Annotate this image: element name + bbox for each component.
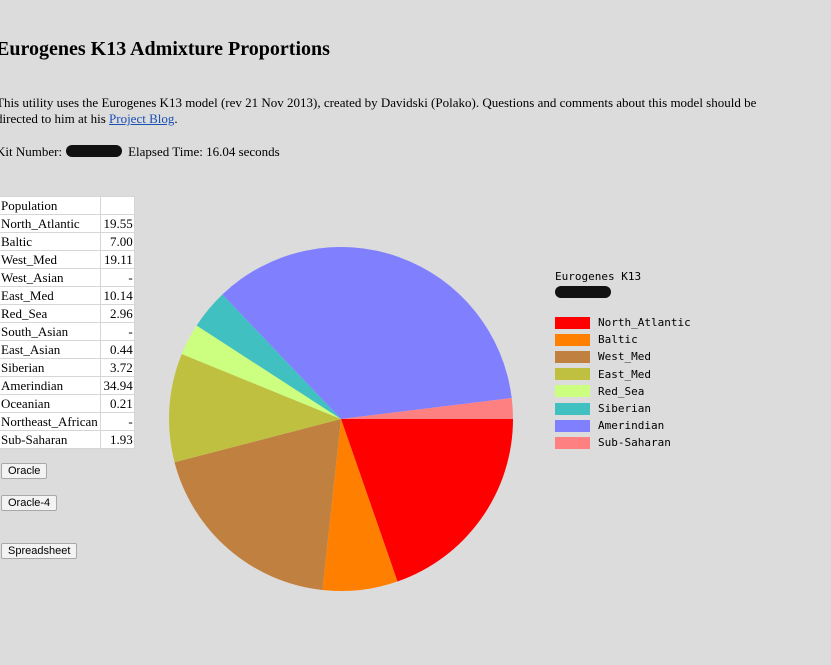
pie-slice-east-med	[169, 354, 341, 463]
legend-label: Amerindian	[598, 419, 665, 433]
pie-slice-west-med	[174, 419, 341, 590]
legend-swatch	[555, 333, 590, 346]
legend-swatch	[555, 316, 590, 329]
table-header-row: Population	[0, 196, 135, 215]
population-value: 10.14	[99, 286, 135, 305]
legend-label: East_Med	[598, 367, 651, 381]
population-name: Red_Sea	[0, 304, 101, 323]
table-row: Amerindian 34.94	[0, 376, 135, 395]
legend-label: North_Atlantic	[598, 316, 691, 330]
chart-title: Eurogenes K13	[555, 270, 642, 283]
legend-item: Sub-Saharan	[555, 434, 691, 451]
pie-slice-red-sea	[181, 325, 341, 419]
legend-items: North_Atlantic Baltic West_Med East_Med Red_…	[555, 314, 691, 452]
legend-label: Red_Sea	[598, 384, 645, 398]
oracle4-button[interactable]: Oracle-4	[1, 495, 58, 511]
table-row: Red_Sea 2.96	[0, 304, 135, 323]
population-value: 34.94	[99, 376, 135, 395]
legend-swatch	[555, 385, 590, 398]
legend-label: Sub-Saharan	[598, 436, 671, 450]
legend-label: Baltic	[598, 333, 638, 347]
table-row: Oceanian 0.21	[0, 394, 135, 413]
intro-end: .	[174, 111, 178, 126]
intro-text: This utility uses the Eurogenes K13 mode…	[0, 95, 757, 126]
population-value: 1.93	[99, 430, 135, 449]
table-row: Siberian 3.72	[0, 358, 135, 377]
population-value: 19.11	[99, 250, 135, 269]
population-name: Sub-Saharan	[0, 430, 101, 449]
intro-paragraph: This utility uses the Eurogenes K13 mode…	[0, 95, 796, 127]
legend-item: Amerindian	[555, 417, 691, 434]
population-value: 3.72	[99, 358, 135, 377]
population-table: Population North_Atlantic 19.55 Baltic 7.00…	[0, 196, 135, 449]
page-title: Eurogenes K13 Admixture Proportions	[0, 38, 330, 60]
pie-slice-sub-saharan	[341, 398, 513, 419]
redacted-legend-subtitle	[555, 286, 611, 298]
population-name: Oceanian	[0, 394, 101, 413]
chart-legend: Eurogenes K13 North_Atlantic Baltic West_M…	[555, 270, 691, 452]
population-name: Siberian	[0, 358, 101, 377]
legend-item: East_Med	[555, 366, 691, 383]
population-name: West_Asian	[0, 268, 101, 287]
population-value: 19.55	[99, 214, 135, 233]
legend-swatch	[555, 368, 590, 381]
spreadsheet-button[interactable]: Spreadsheet	[1, 543, 78, 559]
population-value: 0.44	[99, 340, 135, 359]
population-name: South_Asian	[0, 322, 101, 341]
pie-slice-baltic	[322, 419, 398, 591]
project-blog-link[interactable]: Project Blog	[109, 111, 175, 126]
legend-swatch	[555, 436, 590, 449]
redacted-kit-number	[66, 145, 123, 157]
legend-swatch	[555, 419, 590, 432]
table-row: East_Med 10.14	[0, 286, 135, 305]
table-row: West_Asian -	[0, 268, 135, 287]
legend-label: West_Med	[598, 350, 651, 364]
pie-slice-north-atlantic	[341, 419, 513, 582]
table-row: Sub-Saharan 1.93	[0, 430, 135, 449]
legend-item: Red_Sea	[555, 383, 691, 400]
pie-slice-amerindian	[222, 246, 512, 419]
kit-number-label: Kit Number:	[0, 144, 63, 159]
legend-label: Siberian	[598, 402, 651, 416]
legend-swatch	[555, 402, 590, 415]
table-row: North_Atlantic 19.55	[0, 214, 135, 233]
kit-line: Kit Number: Elapsed Time: 16.04 seconds	[0, 144, 280, 160]
table-row: South_Asian -	[0, 322, 135, 341]
oracle-button[interactable]: Oracle	[1, 463, 48, 479]
elapsed-time: Elapsed Time: 16.04 seconds	[128, 144, 280, 159]
population-name: East_Med	[0, 286, 101, 305]
legend-item: West_Med	[555, 348, 691, 365]
population-value: 0.21	[99, 394, 135, 413]
legend-item: Baltic	[555, 331, 691, 348]
legend-item: North_Atlantic	[555, 314, 691, 331]
legend-item: Siberian	[555, 400, 691, 417]
pie-slice-siberian	[196, 294, 341, 419]
legend-swatch	[555, 350, 590, 363]
